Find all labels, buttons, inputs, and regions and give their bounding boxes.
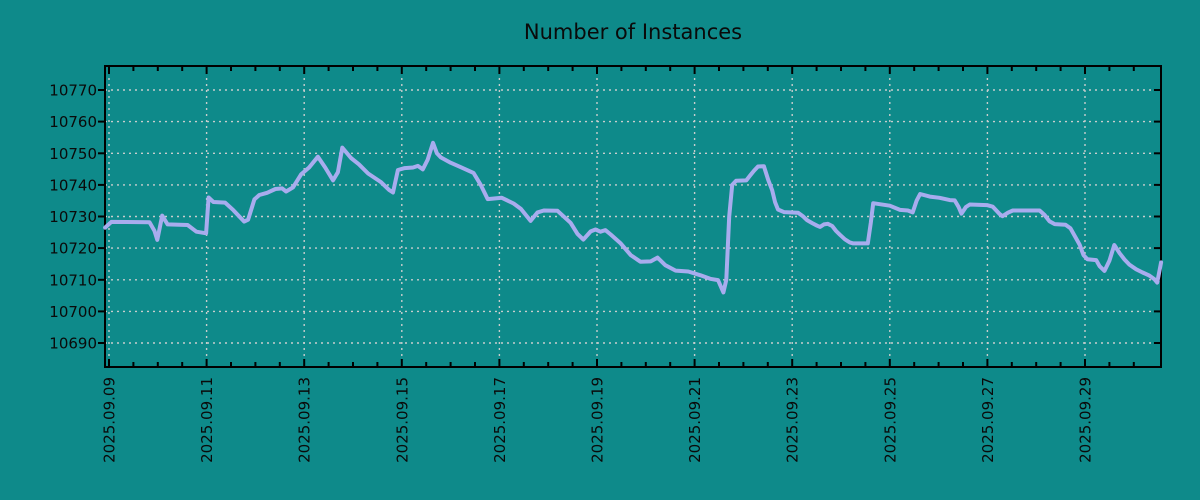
x-tick-label: 2025.09.21 — [686, 377, 704, 463]
y-tick-label: 10710 — [49, 271, 97, 289]
data-line — [103, 140, 1164, 295]
x-tick-label: 2025.09.13 — [296, 377, 314, 463]
x-tick-label: 2025.09.29 — [1077, 377, 1095, 463]
y-tick-label: 10770 — [49, 82, 97, 100]
y-tick-label: 10700 — [49, 303, 97, 321]
y-tick-label: 10720 — [49, 240, 97, 258]
x-tick-label: 2025.09.25 — [881, 377, 899, 463]
x-tick-label: 2025.09.09 — [101, 377, 119, 463]
x-tick-label: 2025.09.15 — [393, 377, 411, 463]
y-tick-label: 10760 — [49, 113, 97, 131]
y-axis-labels: 10690 10700 10710 10720 10730 10740 10750 10760… — [49, 82, 97, 353]
y-tick-label: 10690 — [49, 335, 97, 353]
axis-ticks — [98, 66, 1161, 367]
x-axis-labels: 2025.09.09 2025.09.11 2025.09.13 2025.09.15… — [101, 377, 1095, 463]
y-tick-label: 10740 — [49, 176, 97, 194]
chart-title: Number of Instances — [524, 20, 742, 44]
y-tick-label: 10730 — [49, 208, 97, 226]
x-tick-label: 2025.09.17 — [491, 377, 509, 463]
x-tick-label: 2025.09.23 — [784, 377, 802, 463]
x-tick-label: 2025.09.27 — [979, 377, 997, 463]
instances-series-line — [103, 140, 1164, 295]
x-tick-label: 2025.09.11 — [198, 377, 216, 463]
y-tick-label: 10750 — [49, 145, 97, 163]
grid-lines — [105, 66, 1161, 367]
x-tick-label: 2025.09.19 — [589, 377, 607, 463]
